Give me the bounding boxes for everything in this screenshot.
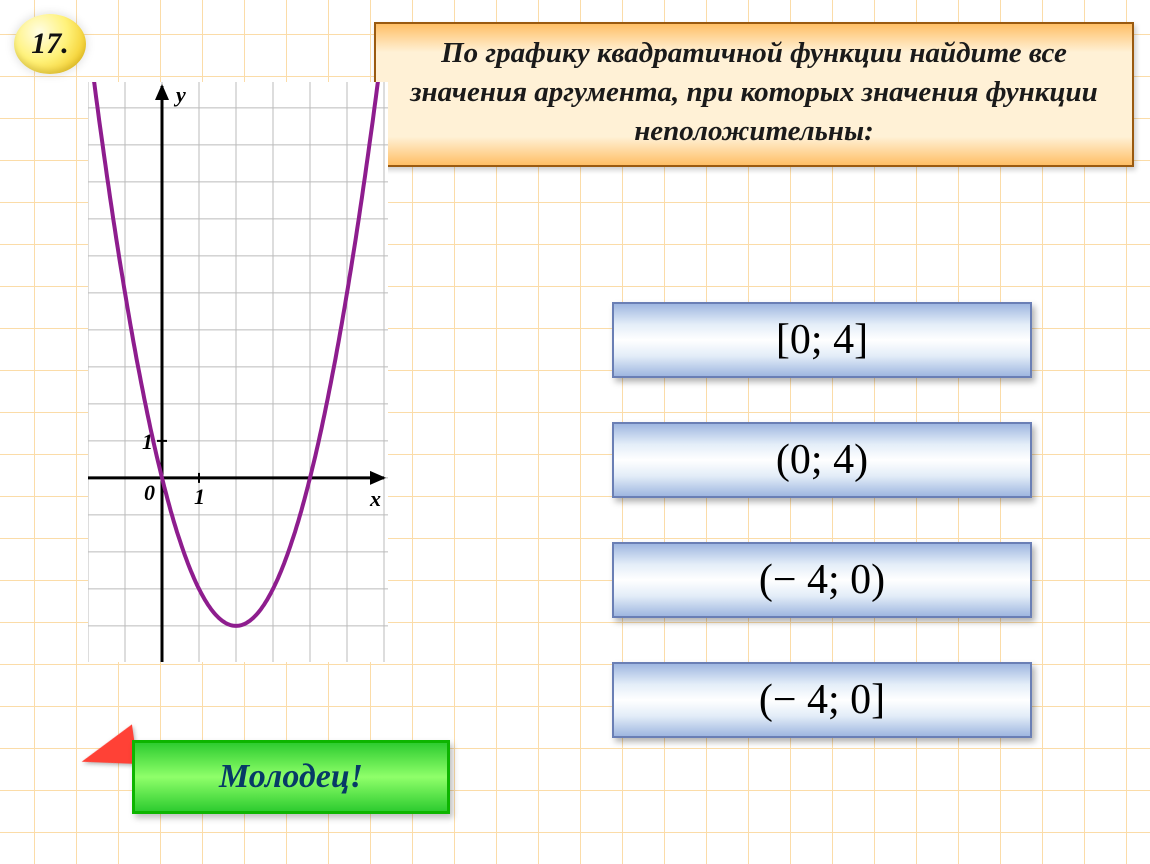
answer-label: [0; 4] — [776, 316, 868, 364]
feedback-box: Молодец! — [132, 740, 450, 814]
slide-content: 17. По графику квадратичной функции найд… — [0, 0, 1150, 864]
svg-text:0: 0 — [144, 480, 155, 505]
svg-text:x: x — [369, 486, 381, 511]
question-number-badge: 17. — [14, 14, 86, 74]
question-text: По графику квадратичной функции найдите … — [410, 37, 1098, 147]
answer-option-2[interactable]: (0; 4) — [612, 422, 1032, 498]
feedback-arrow-icon — [77, 724, 137, 771]
answer-label: (− 4; 0) — [759, 556, 885, 604]
answer-option-1[interactable]: [0; 4] — [612, 302, 1032, 378]
plot-svg: 110xy — [88, 82, 388, 662]
function-plot: 110xy — [88, 82, 388, 662]
svg-text:1: 1 — [194, 484, 205, 509]
answer-option-4[interactable]: (− 4; 0] — [612, 662, 1032, 738]
question-box: По графику квадратичной функции найдите … — [374, 22, 1134, 167]
answer-option-3[interactable]: (− 4; 0) — [612, 542, 1032, 618]
feedback-text: Молодец! — [219, 758, 363, 796]
answer-options: [0; 4] (0; 4) (− 4; 0) (− 4; 0] — [612, 302, 1032, 782]
question-number: 17. — [31, 27, 69, 61]
answer-label: (− 4; 0] — [759, 676, 885, 724]
answer-label: (0; 4) — [776, 436, 868, 484]
